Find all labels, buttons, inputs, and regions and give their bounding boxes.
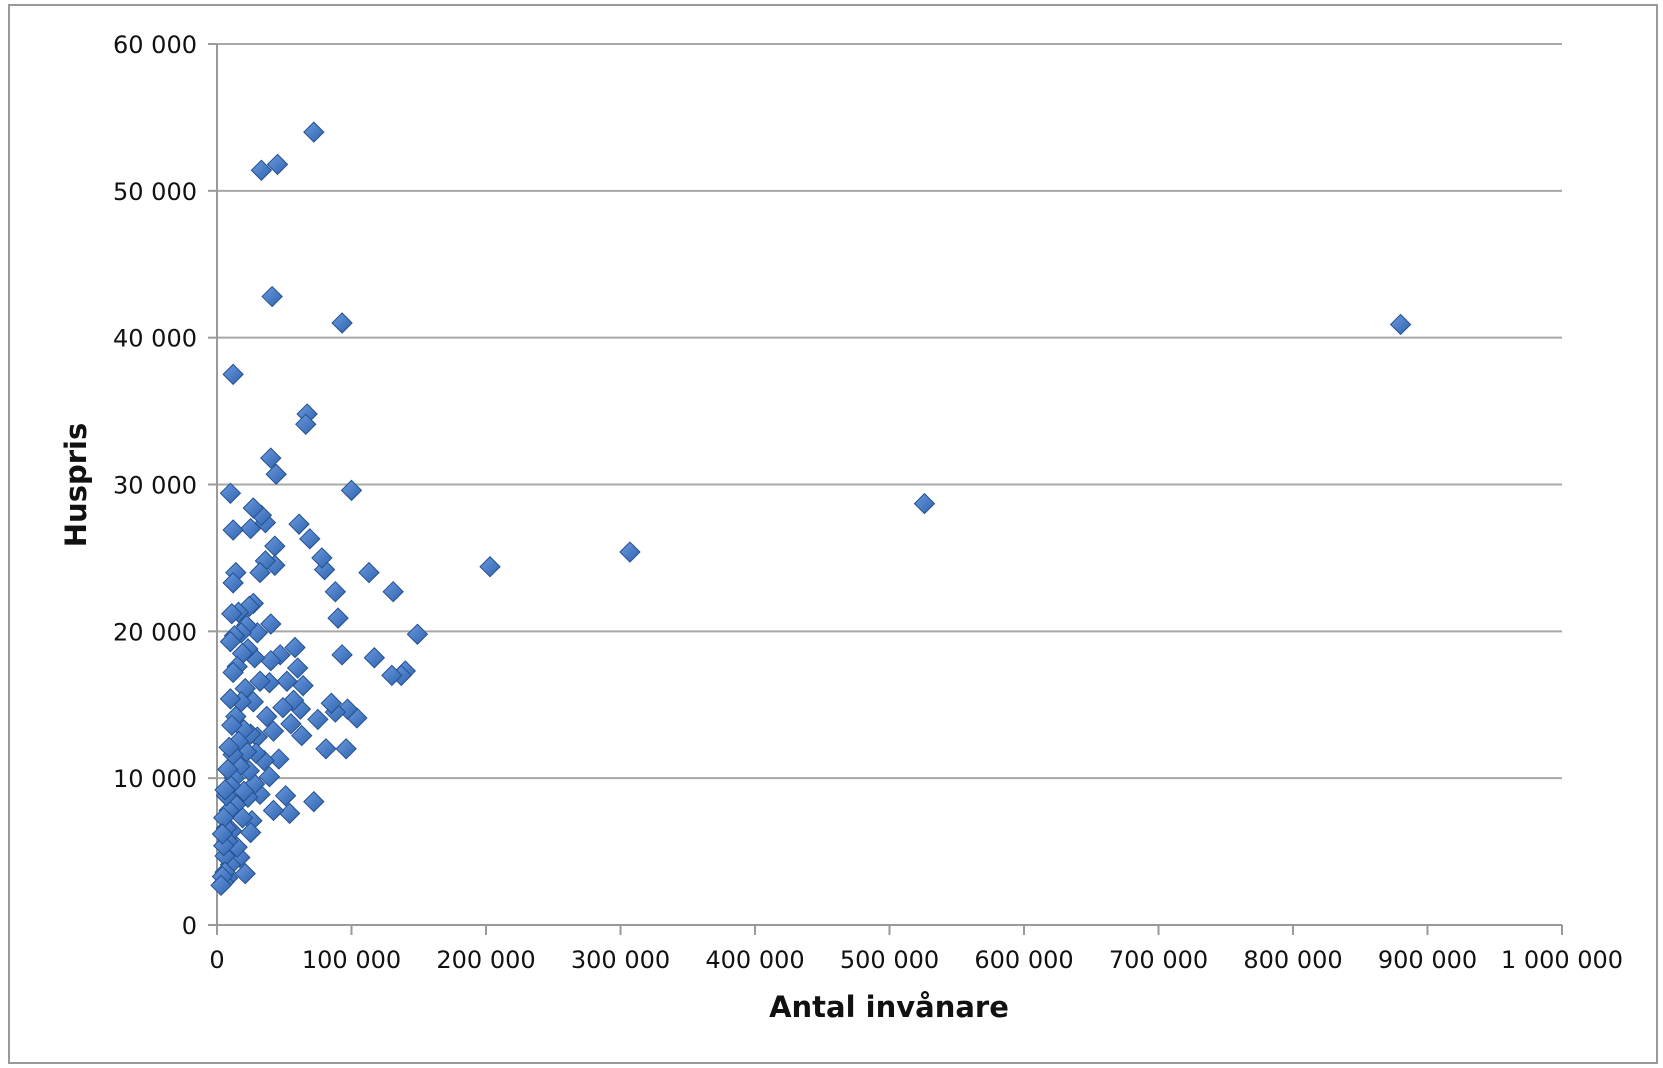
x-tick-label: 900 000 xyxy=(1378,946,1477,974)
x-tick-label: 600 000 xyxy=(974,946,1073,974)
data-point xyxy=(239,517,262,540)
axes xyxy=(208,43,1563,935)
data-point xyxy=(284,636,306,659)
x-tick-label: 300 000 xyxy=(571,946,670,974)
data-point xyxy=(406,623,429,645)
data-point xyxy=(222,363,244,386)
data-point xyxy=(295,413,317,436)
data-point xyxy=(303,790,325,813)
data-point xyxy=(221,603,243,625)
tick-labels: 0 10 000 20 000 30 000 40 000 50 000 60 000 0 10… xyxy=(113,31,1623,974)
data-point xyxy=(214,779,236,801)
data-point xyxy=(211,823,234,845)
data-point xyxy=(340,479,363,502)
data-point xyxy=(382,580,404,603)
x-tick-label: 400 000 xyxy=(705,946,804,974)
data-point xyxy=(291,724,313,747)
data-point xyxy=(260,447,282,469)
data-point xyxy=(249,561,271,584)
chart-frame xyxy=(8,4,1658,1064)
data-point xyxy=(274,785,297,807)
y-tick-label: 10 000 xyxy=(113,765,197,793)
data-point xyxy=(286,657,309,679)
data-point xyxy=(331,644,353,666)
x-tick-label: 500 000 xyxy=(840,946,939,974)
data-point xyxy=(913,492,936,515)
data-point xyxy=(479,556,501,578)
data-point xyxy=(222,519,244,541)
data-point xyxy=(256,705,278,728)
data-point xyxy=(315,738,337,760)
data-point xyxy=(260,613,282,635)
y-tick-label: 20 000 xyxy=(113,618,197,646)
grid-lines xyxy=(217,43,1562,780)
data-point xyxy=(234,862,256,885)
x-tick-label: 700 000 xyxy=(1109,946,1208,974)
data-point xyxy=(268,748,290,770)
data-point xyxy=(250,159,273,181)
data-point xyxy=(1389,313,1412,336)
data-point xyxy=(313,558,336,581)
data-point xyxy=(266,153,289,176)
data-point xyxy=(262,799,285,822)
data-point xyxy=(222,661,244,684)
data-point xyxy=(239,821,262,844)
data-point xyxy=(258,765,281,788)
y-tick-label: 40 000 xyxy=(113,325,197,353)
data-point xyxy=(276,670,298,692)
data-point xyxy=(217,758,239,781)
data-point xyxy=(320,692,343,714)
x-axis-title: Antal invånare xyxy=(769,990,1009,1024)
x-tick-label: 100 000 xyxy=(302,946,401,974)
data-point xyxy=(249,670,271,692)
y-tick-label: 50 000 xyxy=(113,178,197,206)
data-point xyxy=(280,713,302,735)
data-points xyxy=(210,121,1412,897)
data-point xyxy=(242,497,265,519)
x-tick-label: 0 xyxy=(209,946,224,974)
data-point xyxy=(269,644,291,666)
data-point xyxy=(288,513,310,535)
data-point xyxy=(324,580,347,603)
y-tick-label: 60 000 xyxy=(113,31,197,59)
data-point xyxy=(303,121,325,143)
data-point xyxy=(221,714,243,737)
data-point xyxy=(331,312,353,334)
data-point xyxy=(335,738,357,760)
y-axis-title: Huspris xyxy=(59,423,93,547)
data-point xyxy=(219,482,242,505)
data-point xyxy=(238,595,260,618)
x-tick-label: 200 000 xyxy=(436,946,535,974)
data-point xyxy=(311,547,333,569)
data-point xyxy=(358,561,380,584)
data-point xyxy=(327,607,349,629)
y-tick-label: 30 000 xyxy=(113,472,197,500)
data-point xyxy=(219,688,242,710)
data-point xyxy=(381,664,403,687)
x-tick-label: 1 000 000 xyxy=(1501,946,1623,974)
data-point xyxy=(278,802,301,825)
data-point xyxy=(363,647,386,669)
data-point xyxy=(619,541,641,563)
data-point xyxy=(218,736,240,759)
data-point xyxy=(222,572,244,594)
data-point xyxy=(307,708,329,731)
data-point xyxy=(272,696,294,719)
data-point xyxy=(299,528,321,550)
data-point xyxy=(210,874,232,897)
data-point xyxy=(261,285,283,308)
x-tick-label: 800 000 xyxy=(1243,946,1342,974)
data-point xyxy=(262,720,285,742)
y-tick-label: 0 xyxy=(182,912,197,940)
data-point xyxy=(219,630,242,653)
data-point xyxy=(265,463,287,485)
